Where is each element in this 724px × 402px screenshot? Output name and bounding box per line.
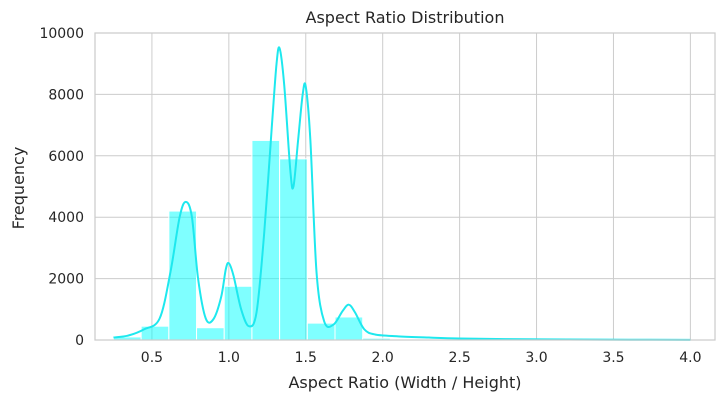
y-tick-label: 2000 bbox=[48, 272, 84, 288]
y-tick-label: 8000 bbox=[48, 87, 84, 103]
x-tick-label: 3.0 bbox=[525, 350, 547, 366]
kde-curve bbox=[113, 46, 691, 341]
y-axis-label: Frequency bbox=[9, 147, 28, 230]
x-tick-label: 2.0 bbox=[372, 350, 394, 366]
y-tick-label: 4000 bbox=[48, 210, 84, 226]
x-tick-label: 2.5 bbox=[448, 350, 470, 366]
x-tick-label: 1.5 bbox=[295, 350, 317, 366]
x-tick-label: 3.5 bbox=[602, 350, 624, 366]
y-tick-labels: 0 2000 4000 6000 8000 10000 bbox=[39, 26, 84, 349]
x-axis-label: Aspect Ratio (Width / Height) bbox=[288, 373, 521, 392]
x-tick-label: 1.0 bbox=[218, 350, 240, 366]
histogram-bar bbox=[196, 327, 225, 341]
y-tick-label: 0 bbox=[75, 333, 84, 349]
x-tick-label: 4.0 bbox=[679, 350, 701, 366]
bars bbox=[112, 139, 502, 341]
x-tick-labels: 0.5 1.0 1.5 2.0 2.5 3.0 3.5 4.0 bbox=[141, 350, 702, 366]
histogram-bar bbox=[168, 210, 198, 341]
plot-frame bbox=[94, 32, 716, 341]
y-tick-label: 10000 bbox=[39, 26, 84, 42]
x-tick-label: 0.5 bbox=[141, 350, 163, 366]
y-tick-label: 6000 bbox=[48, 149, 84, 165]
chart-title: Aspect Ratio Distribution bbox=[306, 8, 505, 27]
